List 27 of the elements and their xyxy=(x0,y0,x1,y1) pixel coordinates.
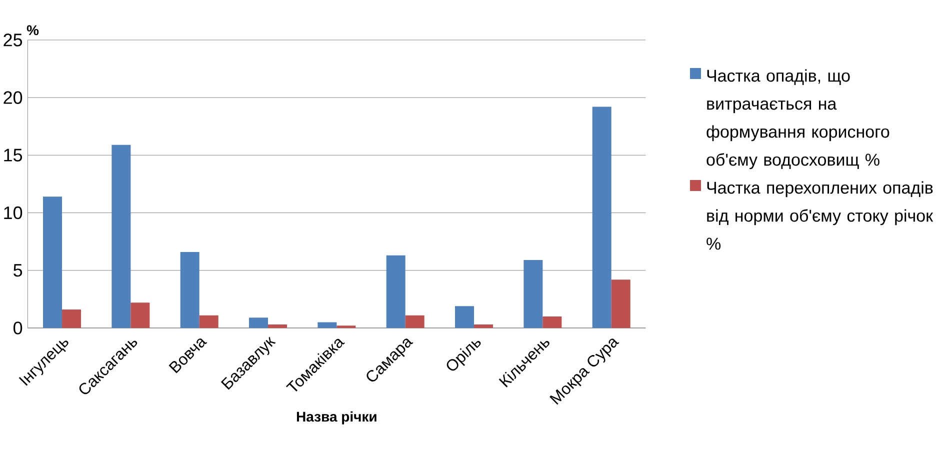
bar xyxy=(130,302,150,328)
y-tick-label: 10 xyxy=(4,206,22,220)
y-tick-label: 20 xyxy=(4,91,22,104)
legend-label: Частка опадів, що витрачається на формування корисного об'єму водосховищ % xyxy=(706,69,890,170)
bar xyxy=(474,324,494,328)
x-axis-title: Назва річки xyxy=(296,411,376,424)
y-tick-label: 25 xyxy=(4,34,22,46)
bar xyxy=(43,196,62,328)
bar xyxy=(524,260,543,328)
bar xyxy=(268,324,288,328)
legend-label: Частка перехоплених опадів від норми об'єму стоку річок % xyxy=(706,181,934,250)
bar xyxy=(318,322,337,328)
y-tick-label: 0 xyxy=(14,322,22,334)
bar xyxy=(180,252,200,328)
bar xyxy=(592,106,612,328)
bar xyxy=(386,255,406,328)
bar xyxy=(405,315,424,328)
bar xyxy=(542,316,562,328)
bar xyxy=(455,306,474,328)
y-tick-label: 5 xyxy=(14,264,22,277)
bar xyxy=(62,310,82,328)
bar xyxy=(249,318,268,328)
bar xyxy=(199,315,218,328)
bar xyxy=(112,144,131,328)
y-axis-title: % xyxy=(26,25,39,36)
y-tick-label: 15 xyxy=(4,148,22,162)
bar xyxy=(611,280,630,328)
